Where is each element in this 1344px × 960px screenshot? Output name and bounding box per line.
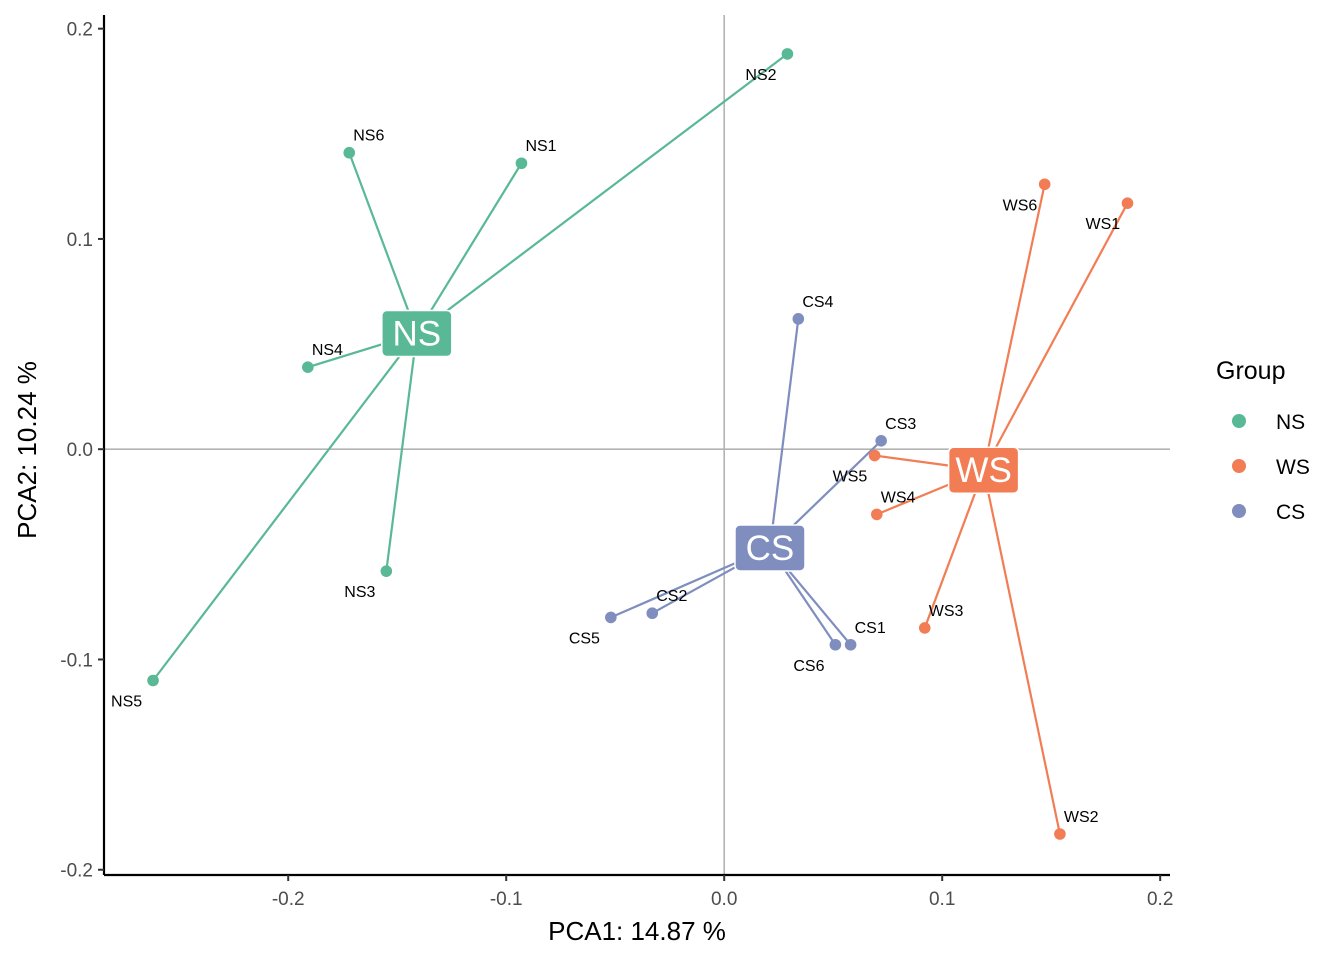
legend-key — [1232, 414, 1246, 428]
point-ws6 — [1038, 178, 1051, 191]
sample-labels: NS1 NS2 NS3 NS4 NS5 NS6 WS1 WS2 WS3 WS4 WS5 WS6 CS1 C… — [111, 67, 1120, 826]
label-ns3: NS3 — [344, 584, 375, 601]
point-cs4 — [792, 313, 805, 325]
spoke-cs4 — [768, 318, 800, 549]
point-ws2 — [1054, 828, 1066, 840]
y-tick-label: -0.1 — [60, 650, 93, 671]
centroid-cs: CS — [734, 524, 806, 572]
label-cs6: CS6 — [793, 658, 824, 675]
spoke-ws2 — [982, 470, 1061, 835]
legend-entry-cs: CS — [1232, 501, 1305, 524]
point-ws3 — [918, 622, 931, 634]
y-tick-label: 0.0 — [67, 440, 93, 461]
label-ws4: WS4 — [881, 489, 916, 506]
point-ns6 — [343, 146, 356, 159]
x-tick-label: 0.2 — [1147, 889, 1173, 910]
spoke-ns5 — [152, 332, 418, 682]
spoke-ws1 — [982, 202, 1129, 471]
x-axis-title: PCA1: 14.87 % — [548, 916, 726, 946]
label-ns2: NS2 — [745, 67, 776, 84]
centroid-ws: WS — [947, 446, 1020, 494]
point-ns4 — [302, 361, 314, 374]
label-ns1: NS1 — [525, 138, 556, 155]
sample-points — [147, 48, 1134, 840]
point-cs1 — [844, 638, 857, 651]
point-ws4 — [870, 508, 883, 521]
label-cs3: CS3 — [885, 416, 916, 433]
centroid-ns: NS — [381, 309, 453, 358]
label-cs5: CS5 — [569, 630, 600, 647]
point-ns2 — [781, 48, 794, 60]
legend-label: CS — [1276, 501, 1305, 524]
centroid-label-ns: NS — [393, 315, 442, 354]
point-ns1 — [515, 157, 528, 170]
spoke-ns6 — [348, 152, 418, 334]
spoke-ns3 — [385, 333, 418, 572]
centroid-label-ws: WS — [955, 451, 1011, 490]
label-ws6: WS6 — [1003, 197, 1038, 214]
x-tick-label: 0.0 — [711, 889, 737, 910]
label-cs2: CS2 — [656, 588, 687, 605]
label-ns5: NS5 — [111, 694, 142, 711]
label-ws3: WS3 — [929, 603, 964, 620]
legend-key — [1232, 459, 1246, 473]
reference-lines — [104, 15, 1170, 875]
point-cs3 — [875, 434, 887, 447]
y-tick-label: 0.2 — [67, 20, 93, 41]
point-cs5 — [605, 611, 617, 624]
x-tick-label: -0.2 — [272, 889, 305, 910]
point-cs2 — [646, 607, 659, 620]
legend-title: Group — [1216, 357, 1285, 385]
group-centroid-labels: NS WS CS — [381, 309, 1020, 572]
legend-key — [1232, 504, 1246, 518]
y-axis-title: PCA2: 10.24 % — [12, 361, 42, 539]
x-tick-label: -0.1 — [490, 889, 523, 910]
label-cs4: CS4 — [802, 294, 833, 311]
label-ws1: WS1 — [1085, 216, 1120, 233]
label-cs1: CS1 — [855, 620, 886, 637]
legend-label: NS — [1276, 411, 1305, 434]
label-ws5: WS5 — [833, 469, 868, 486]
label-ns6: NS6 — [353, 128, 384, 145]
legend-entry-ns: NS — [1232, 411, 1305, 434]
y-tick-label: -0.2 — [60, 861, 93, 882]
legend: Group NS WS CS — [1216, 357, 1310, 524]
spoke-ws3 — [923, 469, 985, 629]
point-cs6 — [829, 638, 842, 651]
spoke-ns2 — [416, 53, 789, 335]
legend-entry-ws: WS — [1232, 456, 1310, 479]
y-tick-label: 0.1 — [67, 230, 93, 251]
label-ns4: NS4 — [312, 342, 343, 359]
point-ns5 — [147, 674, 159, 687]
spoke-ns1 — [415, 162, 523, 335]
x-tick-label: 0.1 — [929, 889, 955, 910]
legend-label: WS — [1276, 456, 1310, 479]
centroid-label-cs: CS — [746, 529, 795, 568]
label-ws2: WS2 — [1064, 809, 1099, 826]
spoke-ws6 — [982, 184, 1046, 471]
group-spokes — [152, 53, 1129, 835]
point-ws1 — [1121, 197, 1134, 209]
point-ns3 — [380, 565, 393, 577]
point-ws5 — [868, 449, 881, 462]
axes: -0.2 -0.1 0.0 0.1 0.2 -0.2 -0.1 0.0 0.1 0.2 — [60, 15, 1173, 910]
